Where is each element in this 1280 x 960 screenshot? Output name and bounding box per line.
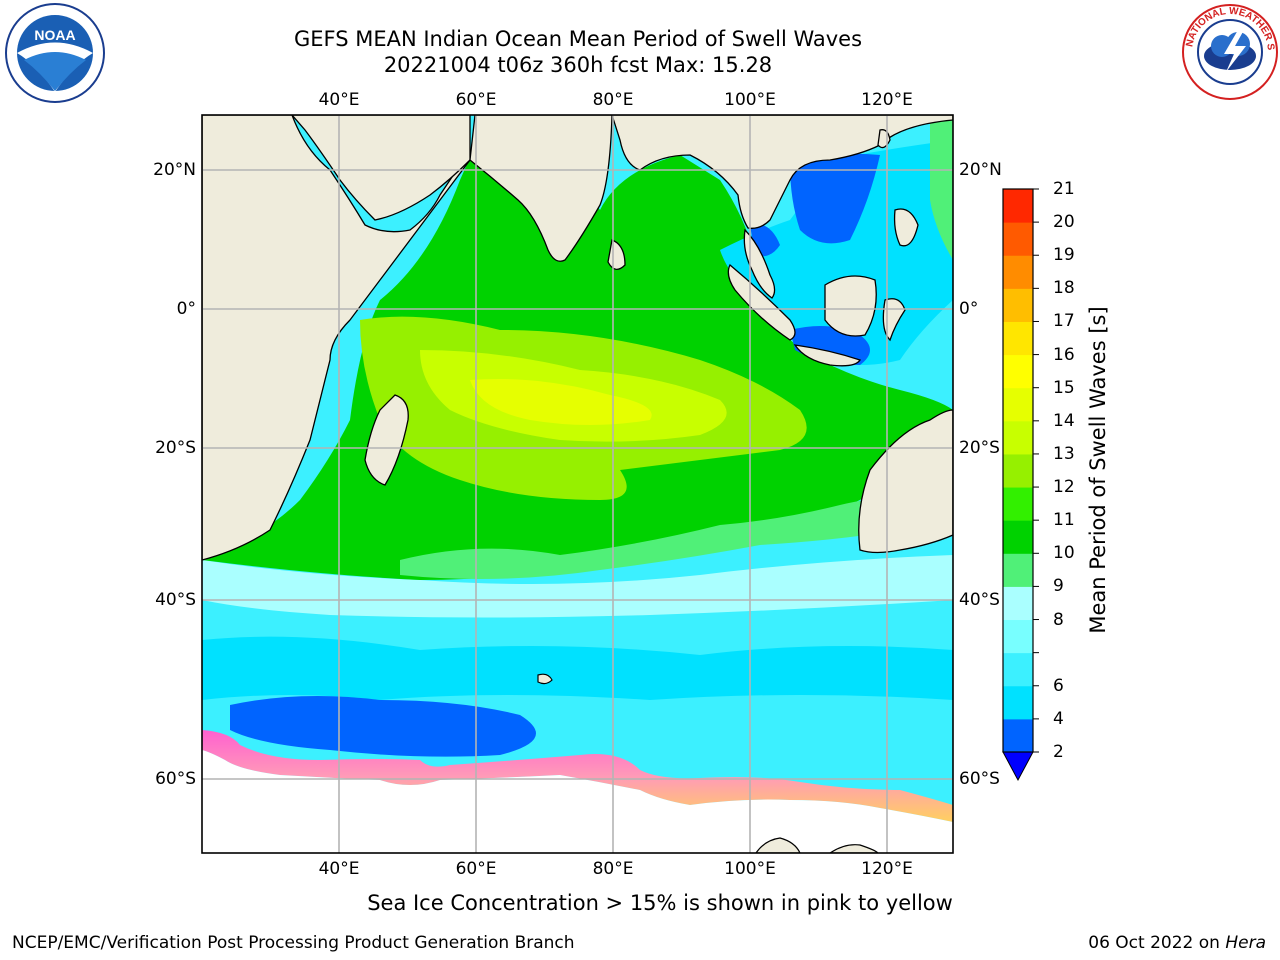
map-subtitle: 20221004 t06z 360h fcst Max: 15.28 xyxy=(383,53,773,77)
madagascar-land xyxy=(364,394,409,486)
lon-label-top: 80°E xyxy=(592,90,634,110)
lon-label-top: 100°E xyxy=(724,90,776,110)
map-border xyxy=(201,114,954,854)
southeast-asia-land xyxy=(611,115,953,229)
colorbar-tick-label: 20 xyxy=(1053,212,1075,233)
lon-label-top: 40°E xyxy=(318,90,360,110)
map-title: GEFS MEAN Indian Ocean Mean Period of Sw… xyxy=(293,27,863,51)
australia-land xyxy=(858,409,953,554)
colorbar-segment xyxy=(1003,520,1033,554)
colorbar-segment xyxy=(1003,553,1033,587)
colorbar-tick-label: 18 xyxy=(1053,278,1075,299)
lon-label-top: 120°E xyxy=(861,90,913,110)
lon-label-bottom: 40°E xyxy=(318,859,360,879)
colorbar-tick-label: 21 xyxy=(1053,179,1075,199)
colorbar-tick-label: 17 xyxy=(1053,311,1075,332)
graticule xyxy=(202,115,953,853)
colorbar-tick-label: 2 xyxy=(1053,742,1064,762)
colorbar-segment xyxy=(1003,619,1033,654)
lat-label-left: 0° xyxy=(176,299,196,319)
lat-label-right: 60°S xyxy=(959,769,1000,789)
colorbar-tick-label: 14 xyxy=(1053,410,1075,431)
footer-date: 06 Oct 2022 on Hera xyxy=(1088,933,1266,953)
colorbar-tick-label: 10 xyxy=(1053,543,1075,564)
lat-label-right: 40°S xyxy=(959,590,1000,610)
colorbar-tick-label: 4 xyxy=(1053,708,1064,729)
lat-label-left: 40°S xyxy=(155,590,196,610)
colorbar-tick-label: 13 xyxy=(1053,443,1075,464)
colorbar-tick-label: 11 xyxy=(1053,510,1075,531)
footer-date-text: 06 Oct 2022 on xyxy=(1088,933,1220,953)
colorbar-tick-label: 8 xyxy=(1053,609,1064,630)
lat-label-right: 20°S xyxy=(959,438,1000,458)
lat-label-left: 20°N xyxy=(153,160,196,180)
low-period-region xyxy=(230,696,536,757)
arabia-land xyxy=(291,115,471,221)
colorbar-segment xyxy=(1003,288,1033,322)
colorbar-segment xyxy=(1003,453,1033,488)
colorbar-segment xyxy=(1003,586,1033,621)
lat-label-left: 20°S xyxy=(155,438,196,458)
borneo-land xyxy=(824,275,877,337)
kerguelen-island xyxy=(537,673,553,685)
lon-label-bottom: 100°E xyxy=(724,859,776,879)
colorbar-segment xyxy=(1003,321,1033,356)
colorbar-label: Mean Period of Swell Waves [s] xyxy=(1086,306,1110,634)
colorbar-segment xyxy=(1003,685,1033,720)
colorbar-segment xyxy=(1003,487,1033,521)
lon-label-bottom: 80°E xyxy=(592,859,634,879)
colorbar-tick-label: 9 xyxy=(1053,576,1064,597)
footer-credit: NCEP/EMC/Verification Post Processing Pr… xyxy=(12,933,575,953)
lon-label-bottom: 120°E xyxy=(861,859,913,879)
colorbar-tick-label: 16 xyxy=(1053,344,1075,365)
colorbar-tick-label: 19 xyxy=(1053,245,1075,266)
noaa-logo: NOAA xyxy=(5,3,105,103)
colorbar-segment xyxy=(1003,718,1033,753)
lon-label-top: 60°E xyxy=(455,90,497,110)
colorbar-segment xyxy=(1003,354,1033,389)
colorbar-tick-label: 15 xyxy=(1053,377,1075,398)
colorbar-tick-label: 6 xyxy=(1053,675,1064,696)
colorbar-frame xyxy=(1002,188,1034,753)
lat-label-left: 60°S xyxy=(155,769,196,789)
colorbar-segment xyxy=(1003,652,1033,687)
colorbar xyxy=(1002,188,1039,782)
noaa-logo-text: NOAA xyxy=(34,27,75,43)
colorbar-segment xyxy=(1003,420,1033,455)
colorbar-segment xyxy=(1003,189,1033,223)
nws-logo: NATIONAL WEATHER SERVICE xyxy=(1180,2,1278,100)
colorbar-segment xyxy=(1003,387,1033,422)
lat-label-right: 20°N xyxy=(959,160,1002,180)
india-land xyxy=(469,115,613,262)
lat-label-right: 0° xyxy=(959,299,979,319)
lon-label-bottom: 60°E xyxy=(455,859,497,879)
colorbar-tick-label: 12 xyxy=(1053,477,1075,498)
sea-ice-caption: Sea Ice Concentration > 15% is shown in … xyxy=(367,891,953,915)
sea-ice-band xyxy=(202,730,953,822)
colorbar-segment xyxy=(1003,222,1033,256)
footer-host: Hera xyxy=(1225,933,1266,953)
sumatra-land xyxy=(727,263,796,341)
colorbar-under-arrow xyxy=(1002,751,1034,782)
colorbar-segment xyxy=(1003,255,1033,289)
